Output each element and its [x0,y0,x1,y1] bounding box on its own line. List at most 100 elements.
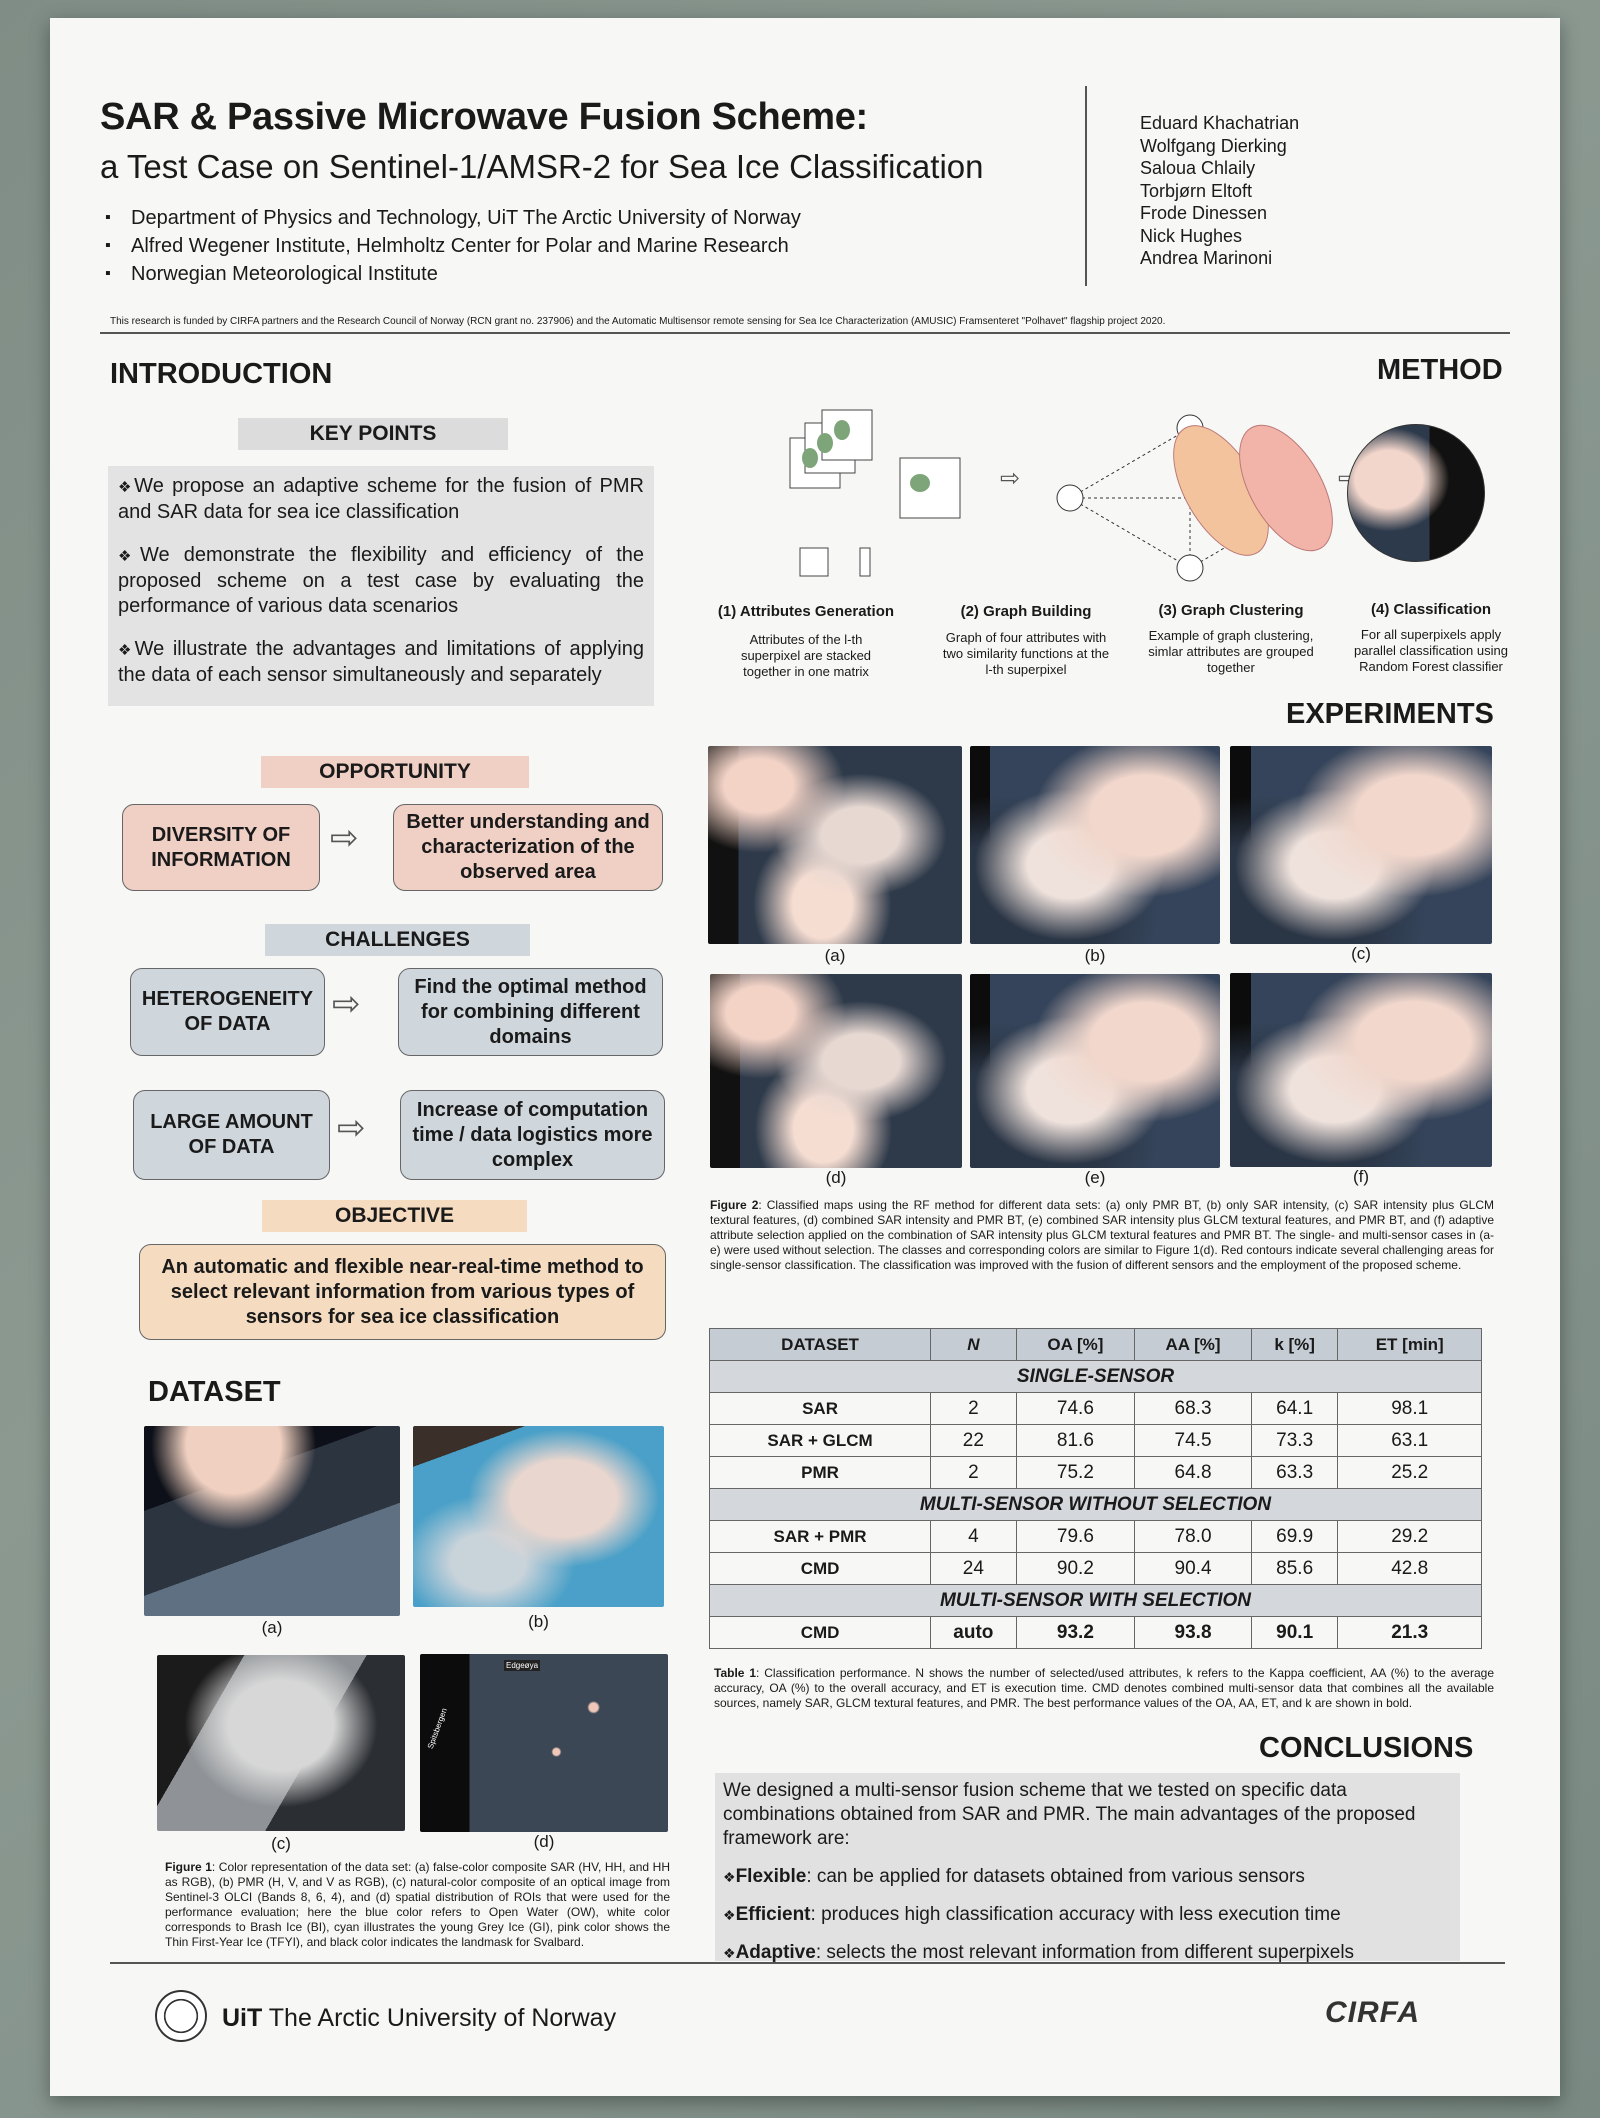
caption-text: : Classified maps using the RF method fo… [710,1198,1494,1272]
panel-label: (b) [528,1612,549,1631]
classified-map-f [1230,973,1492,1167]
classification-map-icon [1347,424,1485,562]
arrow-right-icon: ⇨ [332,985,361,1023]
footer-rule [110,1962,1505,1964]
section-header: MULTI-SENSOR WITHOUT SELECTION [709,1488,1482,1521]
roi-map-image: Edgeøya Spitsbergen [420,1654,668,1832]
classified-map-b [970,746,1220,944]
column-header: AA [%] [1134,1328,1252,1361]
classified-map-a [708,746,962,944]
author-name: Andrea Marinoni [1140,248,1273,268]
classified-map-d [710,974,962,1168]
results-table: DATASET N OA [%] AA [%] k [%] ET [min] S… [708,1328,1482,1649]
table1-caption: Table 1: Classification performance. N s… [714,1666,1494,1711]
author-name: Nick Hughes [1140,225,1243,246]
table-row: CMD 24 90.2 90.4 85.6 42.8 [708,1552,1482,1585]
column-header: k [%] [1250,1328,1339,1361]
section-header: MULTI-SENSOR WITH SELECTION [709,1584,1482,1617]
caption-text: : Classification performance. N shows th… [714,1666,1494,1710]
table-header-row: DATASET N OA [%] AA [%] k [%] ET [min] [708,1328,1482,1361]
table-row: PMR 2 75.2 64.8 63.3 25.2 [708,1456,1482,1489]
conclusion-item: Adaptive: selects the most relevant info… [723,1941,1452,1965]
header-rule [100,332,1510,334]
conclusions-box: We designed a multi-sensor fusion scheme… [715,1773,1460,1963]
research-poster: SAR & Passive Microwave Fusion Scheme: a… [50,18,1560,2096]
method-diagram: ⇨ ⇨ [789,409,1358,582]
heterogeneity-box: HETEROGENEITY OF DATA [130,968,325,1056]
panel-label: (c) [271,1834,291,1853]
affiliation-item: Norwegian Meteorological Institute [105,260,801,288]
affiliation-item: Alfred Wegener Institute, Helmholtz Cent… [105,232,801,260]
arrow-right-icon: ⇨ [337,1109,366,1147]
optimal-method-box: Find the optimal method for combining di… [398,968,663,1056]
objective-label: OBJECTIVE [262,1200,527,1232]
svg-text:⇨: ⇨ [1000,465,1020,492]
pmr-composite-image [413,1426,664,1607]
author-name: Wolfgang Dierking [1140,135,1287,156]
step3-title: (3) Graph Clustering [1158,602,1304,619]
authors-list: Eduard Khachatrian Wolfgang Dierking Sal… [1140,112,1299,270]
experiments-heading: EXPERIMENTS [1286,698,1494,730]
arrow-right-icon: ⇨ [330,819,359,857]
author-name: Frode Dinessen [1140,203,1268,223]
key-point-item: We illustrate the advantages and limitat… [118,637,644,688]
better-understanding-box: Better understanding and characterizatio… [393,804,663,891]
sar-composite-image [144,1426,400,1616]
column-header: N [930,1328,1017,1361]
step2-title: (2) Graph Building [960,603,1092,620]
step4-title: (4) Classification [1370,601,1492,618]
computation-time-box: Increase of computation time / data logi… [400,1090,665,1180]
column-header: DATASET [708,1328,932,1361]
opportunity-label: OPPORTUNITY [261,756,529,788]
panel-label: (e) [1084,1168,1106,1187]
key-point-item: We propose an adaptive scheme for the fu… [118,474,644,525]
table-row: CMD auto 93.2 93.8 90.1 21.3 [708,1616,1482,1649]
attribute-stack [789,409,961,577]
panel-label: (c) [1351,944,1371,963]
affiliations-list: Department of Physics and Technology, Ui… [105,204,801,288]
key-point-item: We demonstrate the flexibility and effic… [118,543,644,619]
caption-prefix: Table 1 [714,1666,757,1680]
conclusions-heading: CONCLUSIONS [1259,1732,1474,1764]
cirfa-logo: CIRFA [1325,1996,1420,2029]
conclusion-item: Efficient: produces high classification … [723,1903,1452,1927]
step3-desc: Example of graph clustering, simlar attr… [1148,628,1314,675]
map-label: Edgeøya [504,1660,541,1671]
panel-label: (b) [1084,946,1106,965]
step1-desc: Attributes of the l-th superpixel are st… [740,632,872,679]
map-label: Spitsbergen [425,1706,449,1751]
author-name: Torbjørn Eltoft [1140,180,1253,201]
header-divider [1085,86,1087,286]
panel-label: (d) [825,1168,847,1187]
caption-text: : Color representation of the data set: … [165,1860,670,1949]
classified-map-c [1230,746,1492,944]
affiliation-item: Department of Physics and Technology, Ui… [105,204,801,232]
method-heading: METHOD [1377,354,1503,386]
conclusions-intro: We designed a multi-sensor fusion scheme… [723,1780,1416,1849]
poster-title: SAR & Passive Microwave Fusion Scheme: [100,96,868,138]
conclusion-item: Flexible: can be applied for datasets ob… [723,1865,1452,1889]
caption-prefix: Figure 2 [710,1198,759,1212]
figure2-caption: Figure 2: Classified maps using the RF m… [710,1198,1494,1273]
classified-map-e [970,974,1220,1168]
section-header: SINGLE-SENSOR [709,1360,1482,1393]
figure1-caption: Figure 1: Color representation of the da… [165,1860,670,1950]
introduction-heading: INTRODUCTION [110,358,333,390]
author-name: Saloua Chlaily [1140,158,1256,178]
challenges-label: CHALLENGES [265,924,530,956]
large-amount-box: LARGE AMOUNT OF DATA [133,1090,330,1180]
table-row: SAR 2 74.6 68.3 64.1 98.1 [708,1392,1482,1425]
funding-note: This research is funded by CIRFA partner… [110,316,1166,327]
panel-label: (d) [533,1832,555,1851]
optical-image [157,1655,405,1831]
uit-seal-icon [155,1990,207,2042]
dataset-heading: DATASET [148,1376,281,1408]
panel-label: (f) [1352,1167,1370,1186]
objective-box: An automatic and flexible near-real-time… [139,1244,666,1340]
table-row: SAR + PMR 4 79.6 78.0 69.9 29.2 [708,1520,1482,1553]
key-points-box: We propose an adaptive scheme for the fu… [108,466,654,706]
step1-title: (1) Attributes Generation [717,603,895,620]
step2-desc: Graph of four attributes with two simila… [942,630,1110,677]
panel-label: (a) [261,1618,283,1637]
column-header: OA [%] [1015,1328,1136,1361]
